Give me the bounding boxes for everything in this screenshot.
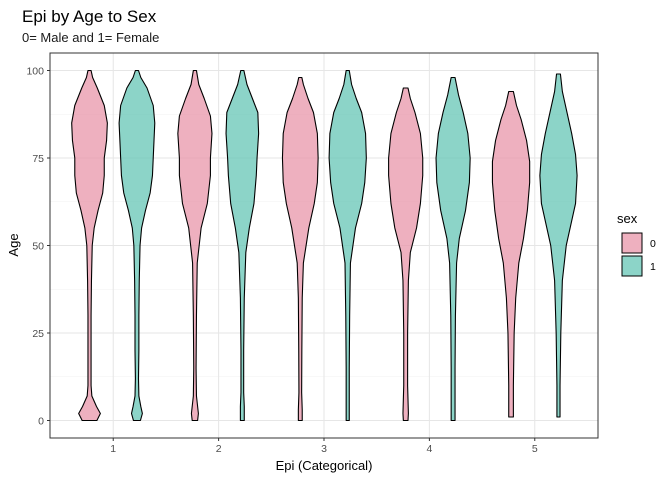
legend-label-0: 0 [650, 238, 656, 250]
violin-sex-0-epi-4 [388, 87, 424, 422]
y-axis: 0 25 50 75 100 [26, 65, 50, 427]
y-tick-label: 75 [32, 153, 44, 165]
y-tick-label: 0 [38, 415, 44, 427]
y-tick-label: 100 [26, 65, 44, 77]
y-tick-label: 50 [32, 240, 44, 252]
x-tick-label: 4 [426, 443, 432, 455]
x-axis-title: Epi (Categorical) [276, 458, 373, 473]
violin-sex-0-epi-1 [71, 69, 108, 422]
violin-sex-1-epi-3 [328, 69, 367, 422]
y-tick-label: 25 [32, 328, 44, 340]
legend-key-1 [621, 255, 643, 277]
y-axis-title: Age [6, 233, 21, 256]
violin-sex-0-epi-5 [491, 90, 531, 418]
legend-label-1: 1 [650, 261, 656, 273]
x-tick-label: 5 [532, 443, 538, 455]
violin-sex-1-epi-5 [539, 73, 578, 418]
violin-sex-0-epi-2 [177, 69, 213, 422]
x-tick-label: 1 [110, 443, 116, 455]
chart-title: Epi by Age to Sex [22, 7, 157, 26]
legend-key-0 [621, 232, 643, 254]
violin-layer [71, 69, 578, 422]
violin-sex-0-epi-3 [281, 76, 319, 422]
x-axis: 1 2 3 4 5 [110, 438, 538, 455]
violin-sex-1-epi-2 [225, 69, 260, 422]
x-tick-label: 3 [321, 443, 327, 455]
legend-title: sex [617, 211, 638, 226]
x-tick-label: 2 [216, 443, 222, 455]
violin-sex-1-epi-4 [435, 76, 471, 422]
chart-subtitle: 0= Male and 1= Female [22, 30, 159, 45]
legend: sex 0 1 [617, 211, 656, 277]
violin-sex-1-epi-1 [118, 69, 156, 422]
